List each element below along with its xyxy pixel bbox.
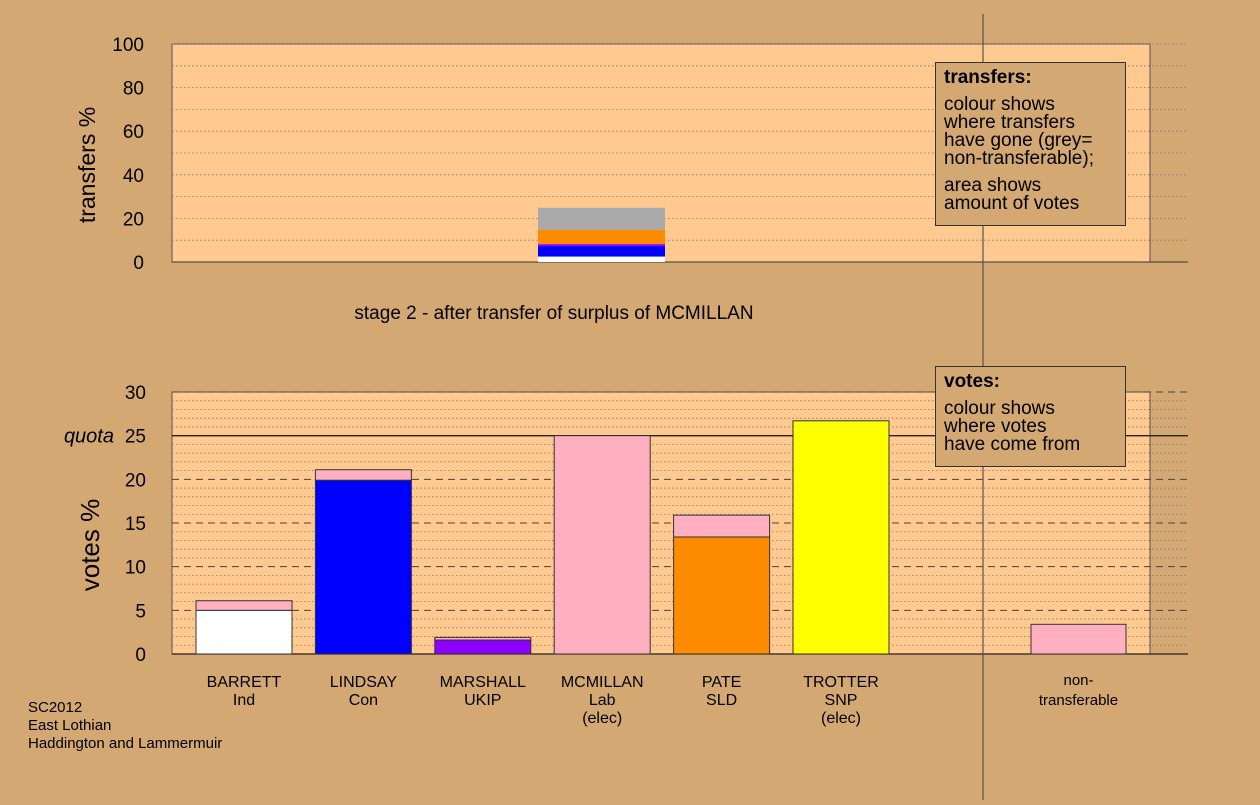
transfers-y-tick-label: 100 bbox=[112, 35, 144, 56]
transfer-segment bbox=[538, 229, 665, 245]
votes-legend: votes: colour shows where votes have com… bbox=[935, 366, 1126, 467]
vote-bar bbox=[195, 609, 293, 655]
vote-bar-transfer bbox=[434, 636, 532, 641]
footer-ward: Haddington and Lammermuir bbox=[28, 735, 223, 752]
vote-bar bbox=[434, 639, 532, 655]
transfers-y-tick-label: 40 bbox=[123, 166, 144, 187]
votes-y-axis-label: votes % bbox=[75, 499, 105, 592]
votes-y-tick-label: 15 bbox=[125, 514, 146, 535]
candidate-party: Ind bbox=[233, 692, 255, 709]
votes-y-tick-label: 20 bbox=[125, 470, 146, 491]
footer: SC2012 East Lothian Haddington and Lamme… bbox=[28, 699, 222, 753]
vote-bar-transfer bbox=[673, 514, 771, 538]
votes-y-tick-label: 25 bbox=[125, 427, 146, 448]
votes-y-tick-label: 5 bbox=[135, 601, 146, 622]
candidate-party: Con bbox=[349, 692, 378, 709]
transfer-segment bbox=[538, 256, 665, 262]
transfers-legend-text-1: colour shows where transfers have gone (… bbox=[944, 94, 1094, 169]
candidate-name: TROTTER bbox=[803, 674, 879, 691]
footer-election: SC2012 bbox=[28, 699, 83, 716]
candidate-party: UKIP bbox=[464, 692, 501, 709]
transfers-y-tick-label: 20 bbox=[123, 209, 144, 230]
transfers-y-axis-label: transfers % bbox=[74, 107, 100, 223]
footer-council: East Lothian bbox=[28, 717, 112, 734]
vote-bar-transfer bbox=[314, 469, 412, 481]
candidate-party: SNP bbox=[825, 692, 858, 709]
candidate-name: LINDSAY bbox=[330, 674, 398, 691]
candidate-party: Lab bbox=[589, 692, 616, 709]
votes-legend-title: votes: bbox=[944, 371, 1000, 392]
nontransferable-label-1: non- bbox=[1063, 672, 1093, 689]
transfer-segment bbox=[538, 246, 665, 257]
votes-y-tick-label: 30 bbox=[125, 383, 146, 404]
candidate-name: MCMILLAN bbox=[561, 674, 644, 691]
vote-bar bbox=[792, 420, 890, 655]
votes-y-tick-label: 0 bbox=[135, 645, 146, 666]
quota-label: quota bbox=[64, 426, 114, 448]
candidate-name: BARRETT bbox=[207, 674, 282, 691]
candidate-party: SLD bbox=[706, 692, 737, 709]
stage-caption: stage 2 - after transfer of surplus of M… bbox=[354, 303, 753, 324]
vote-bar-transfer bbox=[195, 600, 293, 611]
nontransferable-bar bbox=[1030, 623, 1127, 655]
transfers-y-tick-label: 0 bbox=[133, 253, 144, 274]
transfer-segment bbox=[538, 244, 665, 247]
votes-y-tick-label: 10 bbox=[125, 558, 146, 579]
vote-bar bbox=[673, 536, 771, 655]
nontransferable-label-2: transferable bbox=[1039, 692, 1118, 709]
votes-legend-text: colour shows where votes have come from bbox=[944, 398, 1081, 455]
vote-bar bbox=[314, 479, 412, 655]
transfers-legend-title: transfers: bbox=[944, 67, 1032, 88]
candidate-status: (elec) bbox=[582, 710, 622, 727]
transfers-y-tick-label: 60 bbox=[123, 122, 144, 143]
candidate-name: PATE bbox=[702, 674, 741, 691]
transfers-legend-text-2: area shows amount of votes bbox=[944, 175, 1080, 214]
transfers-legend: transfers: colour shows where transfers … bbox=[935, 62, 1126, 226]
transfers-y-tick-label: 80 bbox=[123, 79, 144, 100]
transfer-segment bbox=[538, 207, 665, 230]
candidate-status: (elec) bbox=[821, 710, 861, 727]
candidate-name: MARSHALL bbox=[440, 674, 526, 691]
vote-bar bbox=[553, 435, 651, 655]
